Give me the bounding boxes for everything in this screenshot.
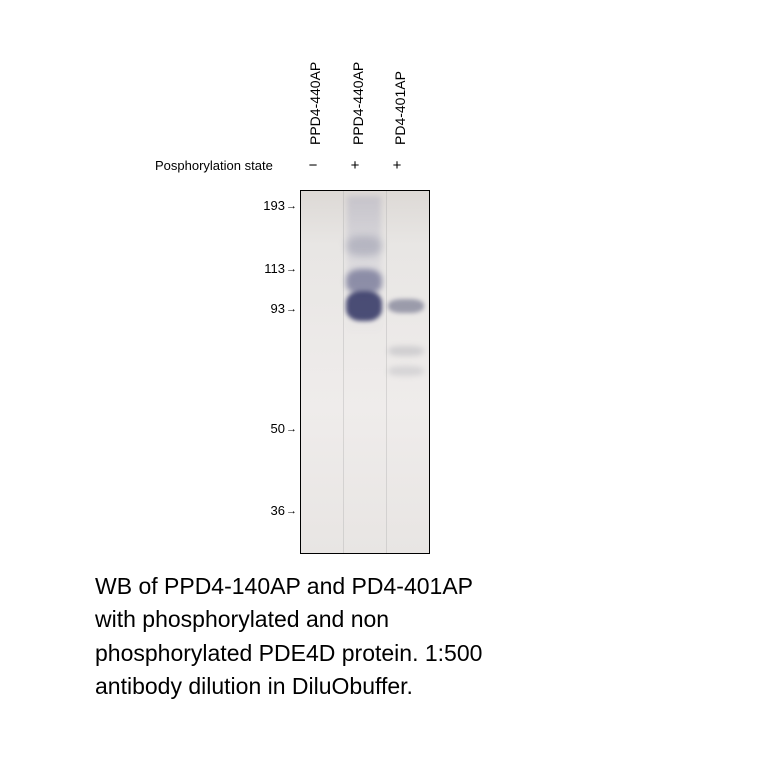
phos-symbol-2: + (345, 157, 365, 174)
phosphorylation-state-label: Posphorylation state (155, 158, 273, 173)
caption-line: with phosphorylated and non (95, 606, 389, 632)
western-blot-figure: PPD4-440AP PPD4-440AP PD4-401AP Posphory… (155, 50, 515, 550)
blot-membrane (300, 190, 430, 554)
lane-label-1: PPD4-440AP (307, 50, 323, 145)
lane-label-3: PD4-401AP (392, 50, 408, 145)
arrow-icon: → (286, 200, 297, 212)
caption-line: phosphorylated PDE4D protein. 1:500 (95, 640, 482, 666)
mw-label-93: 93 (250, 301, 285, 316)
arrow-icon: → (286, 303, 297, 315)
arrow-icon: → (286, 505, 297, 517)
protein-band (346, 291, 382, 321)
caption-line: antibody dilution in DiluObuffer. (95, 673, 413, 699)
lane-label-2: PPD4-440AP (350, 50, 366, 145)
protein-band (388, 366, 424, 376)
phos-symbol-1: − (303, 157, 323, 174)
arrow-icon: → (286, 423, 297, 435)
mw-label-36: 36 (250, 503, 285, 518)
figure-caption: WB of PPD4-140AP and PD4-401AP with phosp… (95, 570, 655, 703)
mw-label-113: 113 (250, 261, 285, 276)
mw-label-193: 193 (250, 198, 285, 213)
caption-line: WB of PPD4-140AP and PD4-401AP (95, 573, 473, 599)
protein-band (346, 236, 382, 256)
phos-symbol-3: + (387, 157, 407, 174)
arrow-icon: → (286, 263, 297, 275)
protein-band (388, 299, 424, 313)
mw-label-50: 50 (250, 421, 285, 436)
protein-band (388, 346, 424, 356)
